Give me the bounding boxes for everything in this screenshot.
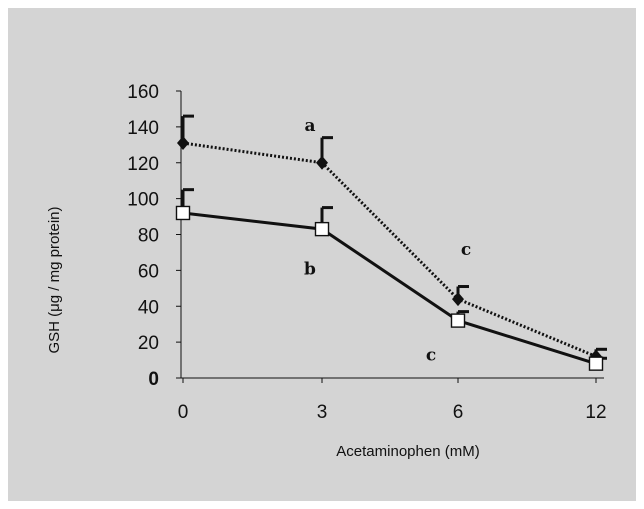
- y-tick-label: 160: [127, 82, 159, 103]
- chart-figure: Acetaminophen (mM) GSH (μg / mg protein)…: [8, 8, 636, 501]
- y-axis-title: GSH (μg / mg protein): [46, 206, 63, 353]
- y-tick-label: 60: [138, 261, 159, 282]
- y-tick-label: 140: [127, 118, 159, 139]
- x-tick-label: 6: [453, 402, 464, 423]
- y-tick-label: 40: [138, 297, 159, 318]
- y-tick-label: 0: [148, 369, 159, 390]
- annotation-label: c: [426, 346, 436, 366]
- series-2: [175, 188, 607, 371]
- data-point-square: [588, 356, 604, 371]
- annotation-label: b: [304, 260, 316, 280]
- data-point-diamond: [316, 155, 328, 170]
- series-1: [177, 114, 607, 364]
- y-tick-label: 20: [138, 333, 159, 354]
- x-tick-label: 0: [178, 402, 189, 423]
- data-point-diamond: [452, 292, 464, 307]
- x-axis-title: Acetaminophen (mM): [336, 443, 479, 460]
- labels-layer: Acetaminophen (mM) GSH (μg / mg protein)…: [46, 82, 607, 460]
- data-point-square: [175, 205, 191, 221]
- annotation-label: c: [461, 240, 471, 260]
- axes: [176, 90, 604, 383]
- series-layer: [175, 114, 607, 371]
- series-line: [182, 141, 597, 358]
- series-line: [182, 211, 597, 366]
- data-point-square: [314, 221, 330, 237]
- data-point-diamond: [177, 136, 189, 151]
- chart-svg: Acetaminophen (mM) GSH (μg / mg protein)…: [46, 82, 607, 460]
- y-tick-label: 120: [127, 154, 159, 175]
- y-tick-label: 80: [138, 226, 159, 247]
- annotation-label: a: [304, 116, 315, 136]
- y-tick-label: 100: [127, 190, 159, 211]
- x-tick-label: 12: [585, 402, 606, 423]
- x-tick-label: 3: [317, 402, 328, 423]
- data-point-square: [450, 313, 466, 328]
